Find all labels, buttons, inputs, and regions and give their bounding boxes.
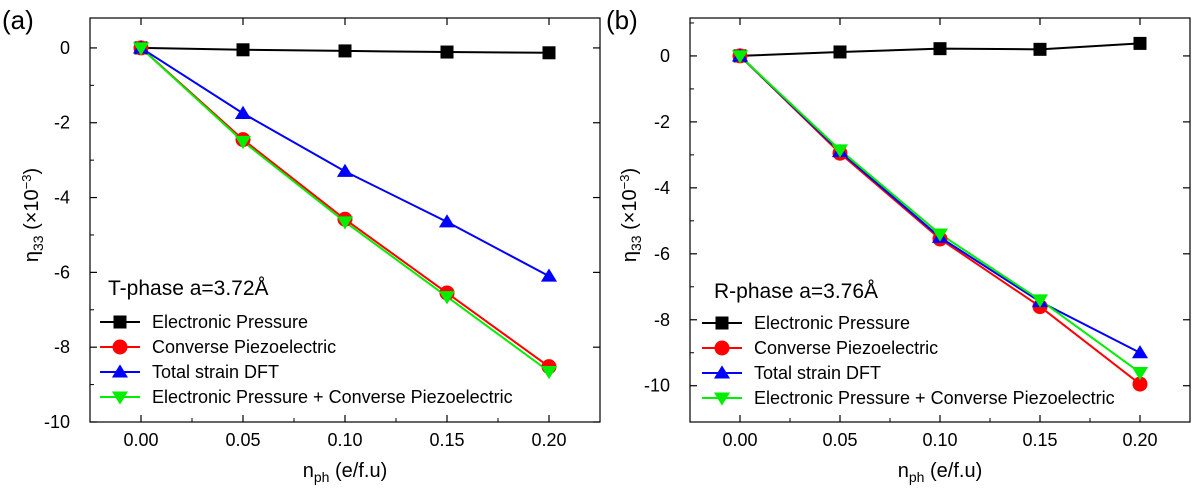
x-axis-label: nph (e/f.u) — [303, 460, 388, 485]
y-tick-label: -6 — [54, 262, 70, 282]
y-tick-label: -10 — [44, 412, 70, 432]
legend-label: Total strain DFT — [152, 362, 279, 382]
y-tick-label: -6 — [654, 244, 670, 264]
data-point-2 — [1131, 345, 1149, 359]
data-point-0 — [833, 45, 847, 59]
x-tick-label: 0.10 — [922, 430, 957, 450]
data-point-0 — [236, 43, 250, 57]
data-point-3 — [1131, 366, 1149, 381]
x-tick-label: 0.05 — [822, 430, 857, 450]
x-tick-label: 0.00 — [123, 430, 158, 450]
data-point-2 — [438, 214, 456, 228]
series-line-2 — [140, 47, 550, 277]
data-point-3 — [540, 365, 558, 380]
legend-marker — [111, 391, 129, 405]
phase-annotation: R-phase a=3.76Å — [714, 280, 878, 303]
y-tick-label: -2 — [654, 112, 670, 132]
legend-label: Electronic Pressure + Converse Piezoelec… — [152, 387, 513, 407]
data-point-2 — [336, 163, 354, 177]
phase-annotation: T-phase a=3.72Å — [108, 277, 269, 300]
y-axis-label: η33 (×10−3) — [617, 168, 644, 262]
y-tick-label: -2 — [54, 113, 70, 133]
y-tick-label: -4 — [654, 178, 670, 198]
data-point-0 — [1033, 42, 1047, 56]
legend-marker — [113, 315, 127, 329]
data-point-3 — [438, 291, 456, 305]
data-point-3 — [132, 42, 150, 56]
x-tick-label: 0.15 — [1022, 430, 1057, 450]
data-point-3 — [931, 228, 949, 242]
x-tick-label: 0.15 — [429, 430, 464, 450]
data-point-0 — [1133, 36, 1147, 50]
y-axis-label: η33 (×10−3) — [19, 168, 46, 262]
data-point-0 — [338, 44, 352, 58]
chart-panel-0: 0.00 0.05 0.10 0.15 0.20 0 -2 -4 -6 -8 -10 (a) T-pha… — [2, 5, 601, 485]
panel-label: (a) — [2, 5, 34, 35]
legend-marker — [713, 392, 731, 406]
legend-label: Electronic Pressure — [754, 313, 910, 333]
legend-marker — [111, 364, 129, 378]
legend-label: Electronic Pressure + Converse Piezoelec… — [754, 388, 1115, 408]
legend-label: Electronic Pressure — [152, 312, 308, 332]
data-point-2 — [234, 105, 252, 119]
y-tick-label: -4 — [54, 188, 70, 208]
series-line-1 — [739, 55, 1141, 385]
y-tick-label: 0 — [60, 38, 70, 58]
panel-label: (b) — [606, 5, 638, 35]
legend-label: Converse Piezoelectric — [754, 338, 938, 358]
y-tick-label: 0 — [660, 46, 670, 66]
legend-marker — [715, 316, 729, 330]
x-tick-label: 0.20 — [531, 430, 566, 450]
legend-label: Total strain DFT — [754, 363, 881, 383]
series-line-2 — [739, 55, 1141, 354]
y-tick-label: -8 — [654, 310, 670, 330]
x-tick-label: 0.20 — [1122, 430, 1157, 450]
y-tick-label: -8 — [54, 337, 70, 357]
data-point-3 — [336, 216, 354, 230]
legend-label: Converse Piezoelectric — [152, 337, 336, 357]
y-tick-label: -10 — [644, 376, 670, 396]
data-point-0 — [440, 45, 454, 59]
x-tick-label: 0.10 — [327, 430, 362, 450]
data-point-3 — [831, 144, 849, 158]
legend-marker — [714, 340, 730, 356]
data-point-0 — [933, 42, 947, 56]
data-point-3 — [731, 50, 749, 64]
data-point-3 — [1031, 294, 1049, 308]
x-tick-label: 0.05 — [225, 430, 260, 450]
x-tick-label: 0.00 — [722, 430, 757, 450]
data-point-1 — [1132, 376, 1148, 392]
x-axis-label: nph (e/f.u) — [898, 460, 983, 485]
chart-panel-1: 0.00 0.05 0.10 0.15 0.20 0 -2 -4 -6 -8 -10 (b) R-pha… — [606, 5, 1191, 485]
data-point-0 — [542, 46, 556, 60]
legend-marker — [713, 365, 731, 379]
legend-marker — [112, 339, 128, 355]
data-point-3 — [234, 135, 252, 150]
data-point-2 — [540, 268, 558, 282]
